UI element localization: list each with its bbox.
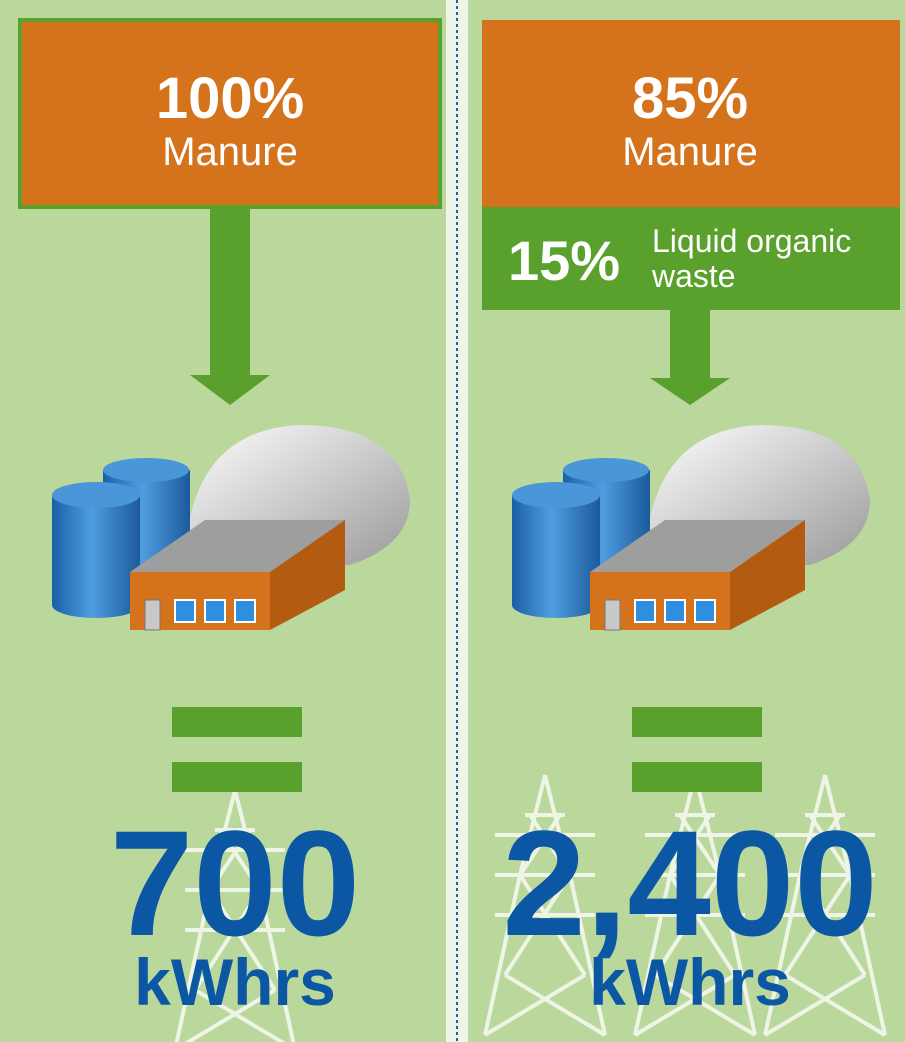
share: 85% [632, 66, 748, 131]
arrow [190, 207, 270, 405]
gutter [446, 0, 468, 1042]
input-label: Manure [622, 130, 758, 174]
output: 2,400 [502, 799, 877, 967]
input-box [482, 207, 900, 310]
input-label: Liquid organic [652, 223, 851, 259]
equals [172, 707, 302, 737]
input-label: Manure [162, 130, 298, 174]
unit: kWhrs [134, 945, 336, 1019]
input-box [18, 18, 442, 209]
equals [632, 762, 762, 792]
arrow [650, 310, 730, 405]
equals [172, 762, 302, 792]
unit: kWhrs [589, 945, 791, 1019]
input-box [482, 20, 900, 207]
output: 700 [110, 799, 360, 967]
share: 15% [508, 229, 620, 292]
input-label: waste [651, 258, 736, 294]
equals [632, 707, 762, 737]
share: 100% [156, 66, 304, 131]
